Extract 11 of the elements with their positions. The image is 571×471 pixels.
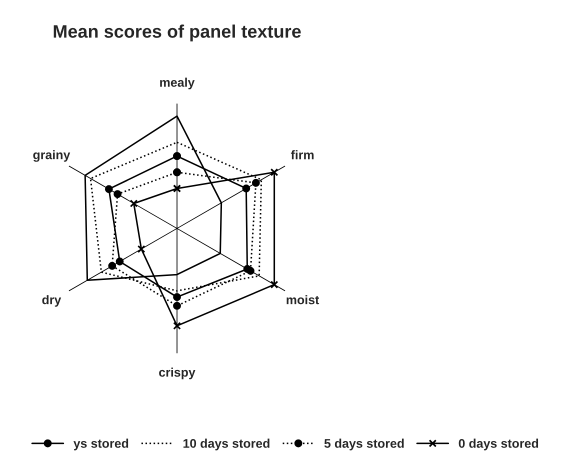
legend-label: ys stored xyxy=(73,438,128,450)
spoke-label: dry xyxy=(42,295,62,307)
legend-label: 0 days stored xyxy=(458,438,538,450)
spoke-label: crispy xyxy=(159,368,196,380)
chart-title: Mean scores of panel texture xyxy=(54,24,301,42)
spoke-label: mealy xyxy=(160,78,195,90)
spoke-label: firm xyxy=(290,150,314,160)
legend-label: 5 days stored xyxy=(324,438,404,450)
spoke-label: moist xyxy=(286,295,320,304)
legend-label: 10 days stored xyxy=(183,438,270,450)
spoke-label: grainy xyxy=(33,150,70,162)
